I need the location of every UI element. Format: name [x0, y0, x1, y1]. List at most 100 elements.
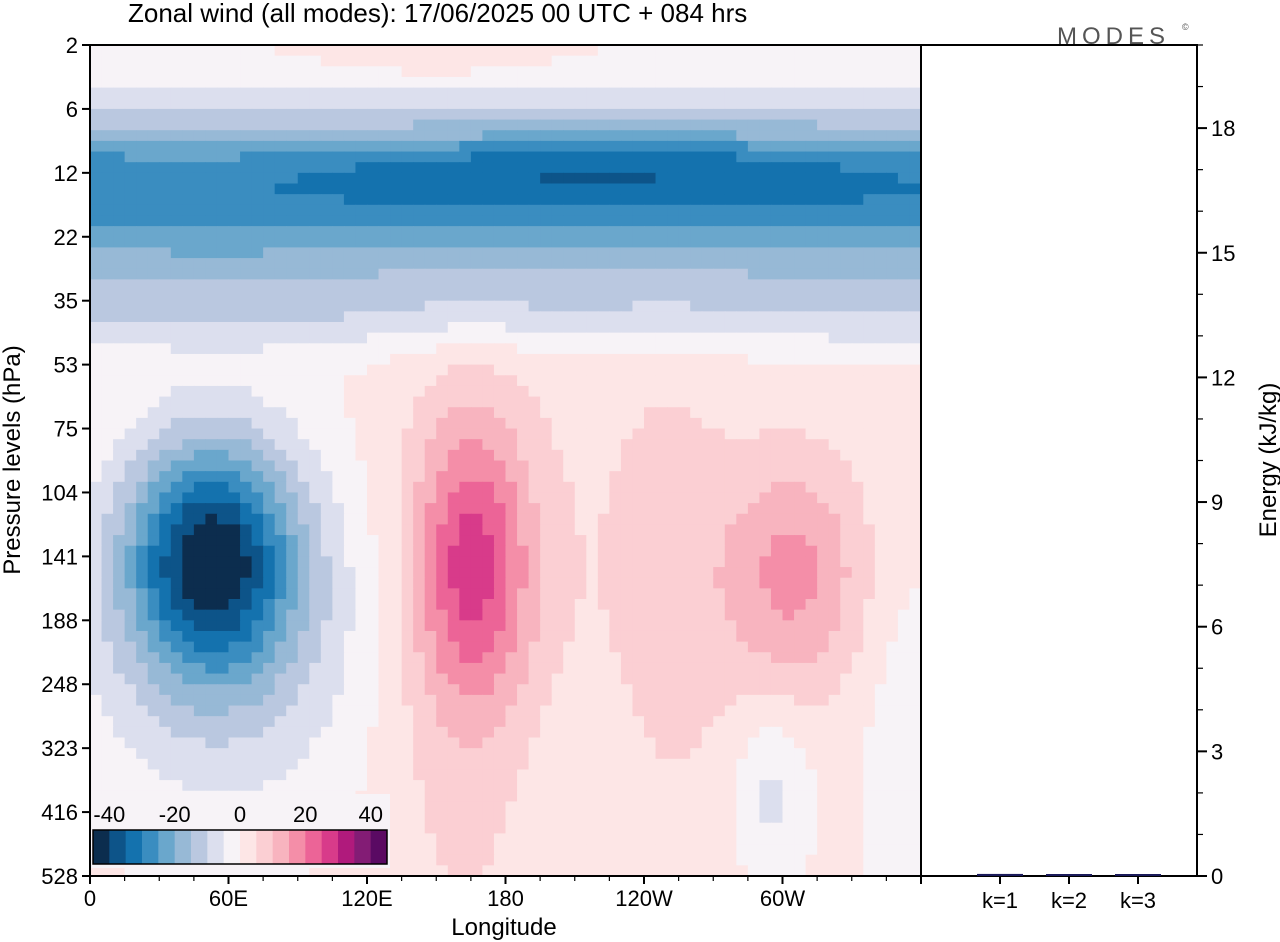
- field-cell: [770, 172, 784, 185]
- field-cell: [286, 620, 299, 632]
- field-cell: [113, 716, 126, 728]
- field-cell: [424, 151, 437, 163]
- field-cell: [563, 769, 576, 781]
- field-cell: [447, 162, 460, 174]
- field-cell: [540, 524, 553, 536]
- field-cell: [90, 130, 103, 142]
- field-cell: [909, 748, 921, 760]
- field-cell: [436, 599, 449, 611]
- field-cell: [828, 439, 841, 451]
- field-cell: [540, 641, 553, 653]
- field-cell: [205, 620, 218, 632]
- field-cell: [378, 98, 391, 110]
- field-cell: [828, 609, 841, 621]
- field-cell: [528, 620, 541, 632]
- field-cell: [770, 599, 784, 611]
- field-cell: [736, 535, 749, 547]
- field-cell: [517, 279, 530, 291]
- field-cell: [505, 66, 518, 78]
- field-cell: [424, 684, 437, 696]
- field-cell: [309, 215, 322, 227]
- field-cell: [470, 343, 484, 355]
- field-cell: [205, 417, 218, 430]
- field-cell: [655, 300, 668, 312]
- field-cell: [759, 620, 772, 632]
- field-cell: [874, 524, 887, 536]
- field-cell: [736, 503, 749, 515]
- field-cell: [251, 407, 264, 419]
- field-cell: [817, 567, 830, 579]
- field-cell: [424, 545, 437, 557]
- field-cell: [897, 76, 911, 89]
- field-cell: [205, 215, 218, 227]
- field-cell: [216, 673, 230, 685]
- field-cell: [655, 247, 668, 259]
- field-cell: [736, 45, 749, 57]
- field-cell: [355, 140, 368, 153]
- field-cell: [274, 662, 287, 675]
- field-cell: [447, 215, 460, 227]
- field-cell: [863, 396, 876, 408]
- field-cell: [701, 492, 714, 504]
- field-cell: [874, 343, 887, 355]
- field-cell: [609, 66, 622, 78]
- field-cell: [528, 364, 541, 376]
- field-cell: [909, 311, 921, 323]
- field-cell: [124, 396, 137, 408]
- field-cell: [286, 396, 299, 408]
- field-cell: [216, 599, 230, 611]
- field-cell: [817, 577, 830, 589]
- field-cell: [113, 183, 126, 195]
- field-cell: [401, 290, 414, 302]
- field-cell: [309, 183, 322, 195]
- field-cell: [147, 343, 160, 355]
- field-cell: [644, 279, 657, 291]
- field-cell: [840, 630, 853, 643]
- field-cell: [205, 183, 218, 195]
- field-cell: [332, 375, 345, 387]
- field-cell: [493, 567, 507, 579]
- field-cell: [482, 76, 495, 89]
- field-cell: [713, 471, 726, 483]
- field-cell: [343, 385, 357, 398]
- field-cell: [216, 705, 230, 717]
- field-cell: [747, 716, 761, 728]
- field-cell: [690, 439, 703, 451]
- field-cell: [274, 343, 287, 355]
- field-cell: [851, 769, 864, 781]
- field-cell: [332, 279, 345, 291]
- field-cell: [690, 151, 703, 163]
- field-cell: [263, 396, 276, 408]
- field-cell: [401, 726, 414, 739]
- field-cell: [505, 524, 518, 536]
- field-cell: [147, 620, 160, 632]
- field-cell: [355, 694, 368, 707]
- field-cell: [401, 396, 414, 408]
- field-cell: [286, 769, 299, 781]
- field-cell: [113, 108, 126, 121]
- field-cell: [563, 556, 576, 568]
- field-cell: [909, 535, 921, 547]
- field-cell: [309, 407, 322, 419]
- field-cell: [655, 311, 668, 323]
- field-cell: [286, 460, 299, 472]
- field-cell: [251, 620, 264, 632]
- field-cell: [886, 76, 899, 89]
- field-cell: [897, 705, 911, 717]
- field-cell: [228, 183, 241, 195]
- field-cell: [517, 716, 530, 728]
- field-cell: [286, 492, 299, 504]
- field-cell: [447, 662, 460, 675]
- field-cell: [436, 726, 449, 739]
- field-cell: [817, 311, 830, 323]
- field-cell: [678, 183, 691, 195]
- field-cell: [170, 87, 183, 99]
- field-cell: [320, 215, 333, 227]
- field-cell: [493, 471, 507, 483]
- field-cell: [216, 769, 230, 781]
- field-cell: [170, 279, 183, 291]
- field-cell: [678, 236, 691, 249]
- field-cell: [113, 279, 126, 291]
- field-cell: [205, 353, 218, 366]
- field-cell: [459, 726, 472, 739]
